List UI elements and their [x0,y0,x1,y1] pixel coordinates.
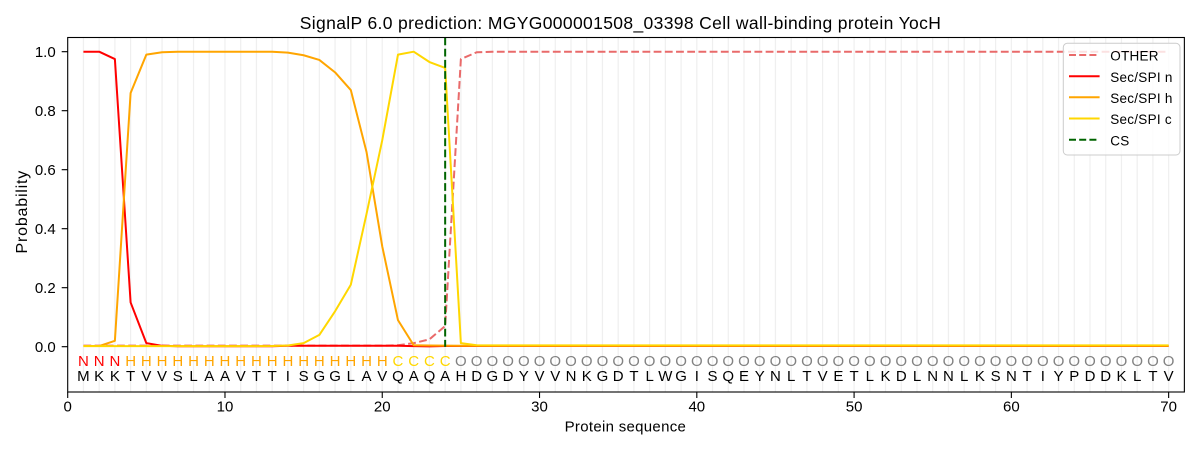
svg-text:0.2: 0.2 [35,280,56,297]
svg-text:20: 20 [374,399,391,416]
svg-text:0.8: 0.8 [35,103,56,120]
svg-text:50: 50 [846,399,863,416]
svg-text:70: 70 [1160,399,1177,416]
svg-text:Sec/SPI c: Sec/SPI c [1110,112,1172,127]
svg-text:1.0: 1.0 [35,44,56,61]
svg-text:0: 0 [64,399,72,416]
svg-text:Protein sequence: Protein sequence [565,419,687,436]
svg-text:60: 60 [1003,399,1020,416]
svg-text:OTHER: OTHER [1110,49,1159,64]
svg-text:30: 30 [531,399,548,416]
svg-text:40: 40 [688,399,705,416]
svg-text:0.0: 0.0 [35,339,56,356]
svg-text:CS: CS [1110,133,1129,148]
svg-text:Probability: Probability [14,170,31,254]
svg-text:10: 10 [217,399,234,416]
svg-text:Sec/SPI n: Sec/SPI n [1110,70,1172,85]
svg-text:Sec/SPI h: Sec/SPI h [1110,91,1172,106]
svg-text:0.4: 0.4 [35,221,56,238]
svg-text:SignalP 6.0 prediction: MGYG00: SignalP 6.0 prediction: MGYG000001508_03… [300,13,941,34]
svg-text:0.6: 0.6 [35,162,56,179]
